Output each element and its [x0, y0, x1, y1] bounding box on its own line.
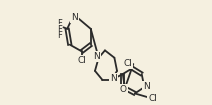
- Text: F: F: [57, 19, 62, 28]
- Text: N: N: [71, 13, 78, 22]
- Text: N: N: [144, 82, 150, 91]
- Text: N: N: [110, 74, 117, 83]
- Text: Cl: Cl: [149, 94, 157, 103]
- Text: F: F: [57, 25, 62, 34]
- Text: O: O: [120, 85, 127, 94]
- Text: N: N: [93, 52, 100, 61]
- Text: Cl: Cl: [123, 59, 132, 68]
- Text: Cl: Cl: [77, 56, 86, 65]
- Text: F: F: [57, 31, 62, 40]
